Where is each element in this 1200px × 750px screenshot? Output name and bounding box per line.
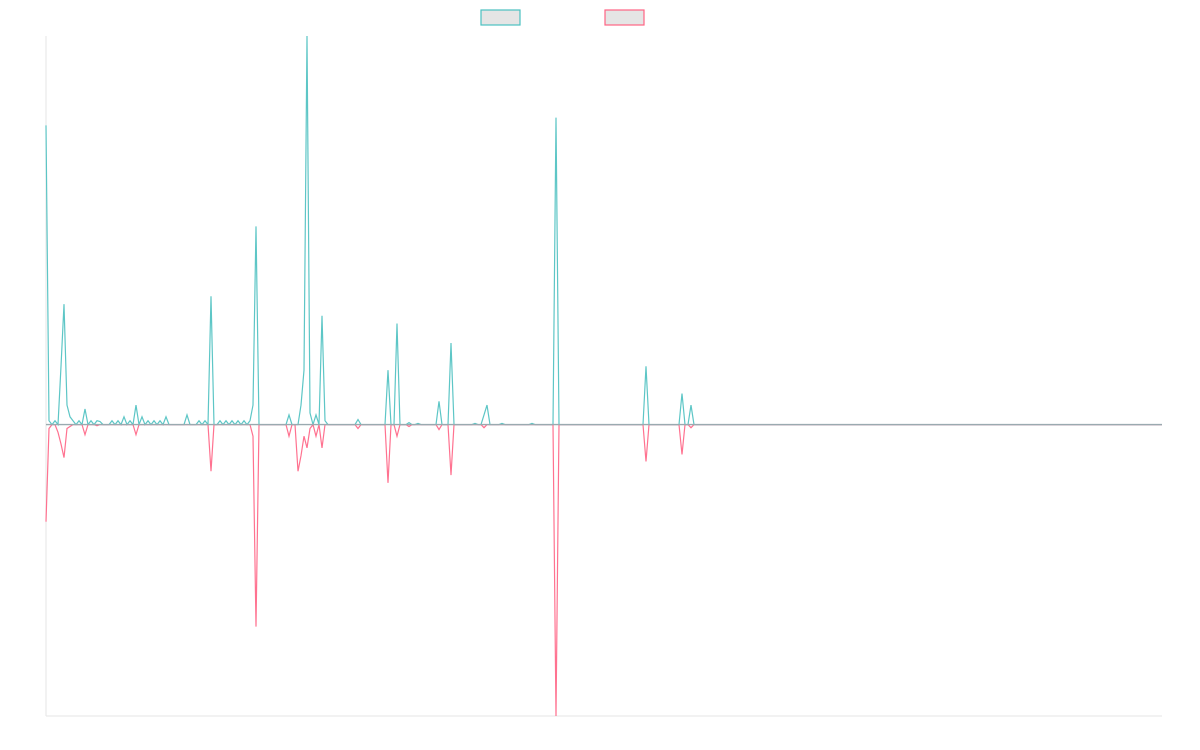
series-line-2 — [45, 423, 1162, 717]
series-line-1 — [45, 35, 1162, 427]
legend — [480, 9, 645, 26]
legend-swatch-2[interactable] — [604, 9, 645, 26]
legend-swatch-1[interactable] — [480, 9, 521, 26]
